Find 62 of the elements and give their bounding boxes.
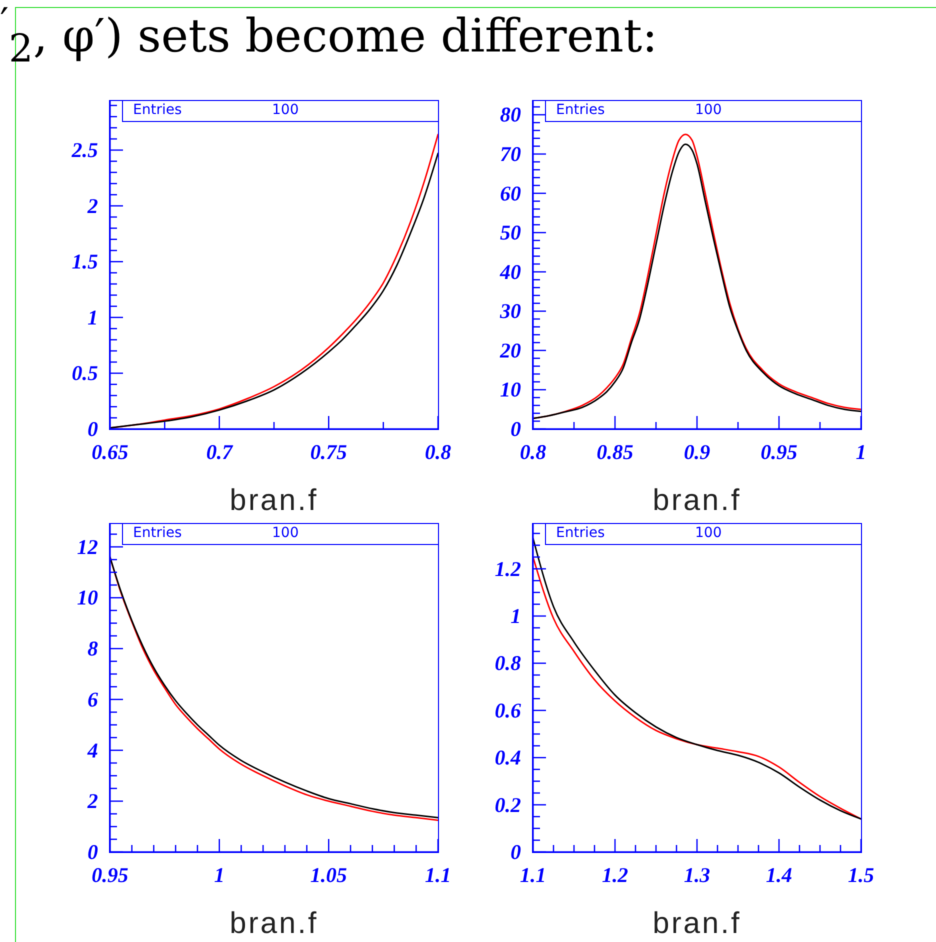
x-tick-label: 1: [214, 863, 225, 887]
annotation: Entries: [556, 102, 605, 120]
x-tick-label: 1.1: [520, 863, 546, 887]
y-tick-label: 30: [499, 299, 522, 324]
y-tick-label: 6: [88, 687, 98, 712]
y-tick-label: 60: [500, 181, 522, 206]
x-tick-label: 0.95: [760, 440, 798, 464]
y-tick-label: 12: [77, 534, 98, 559]
y-tick-label: 40: [499, 260, 522, 284]
annotation: Entries: [133, 525, 182, 542]
annotation: 100: [272, 525, 299, 542]
stats-box: Entries 100: [545, 100, 862, 122]
y-tick-label: 1: [88, 305, 98, 330]
y-tick-label: 1.2: [494, 556, 522, 581]
y-tick-label: 0.8: [494, 651, 522, 676]
y-tick-label: 10: [77, 586, 98, 610]
y-tick-label: 2: [86, 194, 98, 218]
y-tick-label: 2: [86, 789, 98, 814]
x-tick-label: 0.8: [424, 440, 452, 464]
y-tick-label: 80: [500, 102, 522, 127]
x-tick-label: 1: [856, 440, 866, 464]
stats-box: Entries 100: [545, 523, 862, 546]
stats-box: Entries 100: [122, 100, 439, 122]
y-tick-label: 10: [500, 378, 522, 402]
y-tick-label: 8: [88, 636, 98, 661]
x-tick-label: 1.1: [424, 863, 452, 887]
x-tick-label: 1.05: [310, 863, 348, 887]
x-tick-label: 1.3: [684, 863, 710, 887]
x-tick-label: 1.2: [602, 863, 629, 887]
annotation: 100: [695, 525, 722, 542]
y-tick-label: 50: [500, 220, 522, 245]
y-tick-label: 0: [510, 840, 522, 864]
x-tick-label: 0.95: [92, 863, 128, 887]
y-tick-label: 0.6: [494, 698, 522, 722]
y-tick-label: 0: [88, 840, 98, 864]
y-tick-label: 0.5: [72, 361, 98, 386]
x-tick-label: 0.75: [310, 440, 348, 464]
y-tick-label: 0.2: [494, 792, 522, 817]
x-axis-title: bran.f: [230, 484, 318, 517]
x-axis-title: bran.f: [652, 484, 742, 517]
y-tick-label: 4: [86, 738, 98, 762]
x-tick-label: 0.65: [92, 440, 128, 464]
y-tick-label: 1: [510, 604, 521, 628]
x-axis-title: bran.f: [230, 907, 318, 940]
y-tick-label: 2.5: [70, 138, 98, 162]
y-tick-label: 0: [88, 417, 98, 441]
x-tick-label: 1.5: [848, 863, 874, 887]
x-tick-label: 1.4: [766, 863, 792, 887]
y-tick-label: 0: [510, 417, 522, 441]
x-tick-label: 0.7: [206, 440, 234, 464]
y-tick-label: 1.5: [72, 250, 98, 274]
x-axis-title: bran.f: [652, 907, 742, 940]
annotation: 100: [272, 102, 299, 120]
y-tick-label: 70: [500, 142, 522, 166]
stats-box: Entries 100: [122, 523, 439, 546]
annotation: 100: [695, 102, 722, 120]
annotation: Entries: [556, 525, 605, 542]
x-tick-label: 0.85: [596, 440, 634, 464]
x-tick-label: 0.9: [684, 440, 711, 464]
y-tick-label: 0.4: [494, 746, 521, 770]
y-tick-label: 20: [499, 338, 522, 362]
annotation: Entries: [133, 102, 182, 120]
